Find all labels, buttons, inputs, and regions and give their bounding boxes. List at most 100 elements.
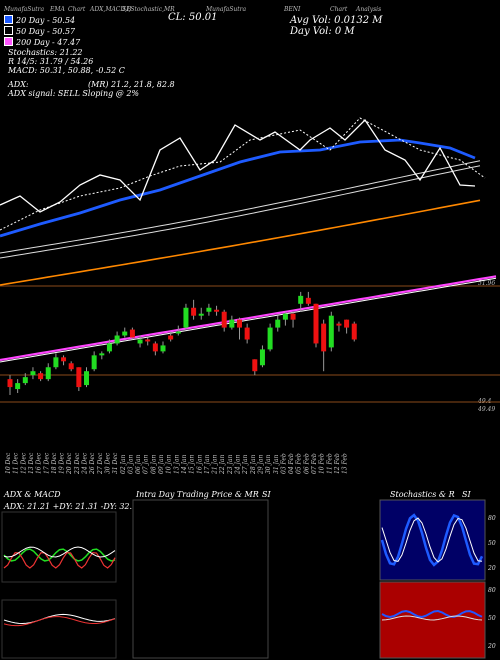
panel-scale-label: 80 <box>488 587 496 594</box>
candle <box>30 367 36 380</box>
candle <box>175 325 181 336</box>
candle <box>168 331 174 342</box>
x-tick-label: 08 Jan <box>150 454 157 474</box>
x-tick-label: 13 Jan <box>173 454 180 474</box>
candle <box>76 367 82 392</box>
candle <box>191 299 197 320</box>
candle <box>321 319 327 372</box>
macd-panel <box>1 599 117 659</box>
candle <box>15 379 21 394</box>
x-tick-label: 14 Jan <box>181 454 188 474</box>
panel-adx-title: ADX & MACD <box>4 490 61 499</box>
candle <box>152 341 158 356</box>
adx-line <box>3 546 116 558</box>
x-tick-label: 09 Jan <box>158 454 165 474</box>
x-tick-label: 03 Feb <box>280 453 287 474</box>
si-reference-line <box>381 615 483 621</box>
legend-20day: 20 Day - 50.54 <box>4 15 75 25</box>
ema-orange-line <box>0 199 481 286</box>
intraday-panel <box>132 499 269 659</box>
candle <box>206 303 212 316</box>
candle <box>221 309 227 332</box>
price-axis-top: 51.96 <box>478 280 496 287</box>
x-tick-label: 19 Dec <box>59 452 66 474</box>
plus-di-line <box>3 548 116 562</box>
x-tick-label: 13 Dec <box>28 452 35 474</box>
macd-readout: MACD: 50.31, 50.88, -0.52 C <box>8 66 125 75</box>
legend-200day: 200 Day - 47.47 <box>4 37 80 47</box>
stoch-d-line <box>381 517 483 563</box>
panel-si2-title: SI <box>462 490 471 499</box>
x-tick-label: 07 Jan <box>143 454 150 474</box>
adx-panel <box>1 511 117 583</box>
signal-line <box>3 616 116 627</box>
candle <box>298 291 304 312</box>
candle <box>275 315 281 332</box>
x-tick-label: 02 Jan <box>120 454 127 474</box>
x-tick-label: 05 Feb <box>296 453 303 474</box>
candle <box>229 315 235 330</box>
panel-si-title: SI <box>262 490 271 499</box>
header-chart2: Chart <box>330 6 348 13</box>
x-tick-label: 29 Jan <box>257 454 264 475</box>
x-tick-label: 30 Jan <box>265 454 272 474</box>
candle <box>145 337 151 346</box>
legend-20day-label: 20 Day - 50.54 <box>16 16 76 25</box>
x-tick-label: 23 Dec <box>74 452 81 475</box>
sma20-line <box>0 138 476 238</box>
panel-intraday-title: Intra Day Trading Price & MR <box>136 490 259 499</box>
panel-scale-label: 50 <box>488 540 496 547</box>
adx-readout: ADX: <box>8 80 29 89</box>
adx-lines <box>3 546 116 569</box>
header-symbol: BENI <box>284 6 301 13</box>
candle <box>237 317 242 340</box>
stoch-k-line <box>380 513 484 567</box>
day-volume: Day Vol: 0 M <box>290 26 355 37</box>
close-price: CL: 50.01 <box>168 12 218 23</box>
stochastics-panel <box>379 499 486 581</box>
candle <box>313 303 319 348</box>
sma50-dotted-line <box>0 117 486 231</box>
x-tick-label: 23 Jan <box>227 454 234 475</box>
x-tick-label: 17 Dec <box>43 452 50 474</box>
candle <box>305 291 311 306</box>
candle <box>160 341 166 354</box>
header-si: SI,Stochastic,MR <box>122 6 175 13</box>
ema-white-line-a <box>0 165 481 259</box>
header-analysis: Analysis <box>356 6 382 13</box>
r-readout: R 14/5: 31.79 / 54.26 <box>8 57 94 66</box>
x-axis-labels: 10 Dec 11 Dec 12 Dec 13 Dec 16 Dec 17 Dec 18 D… <box>5 452 349 475</box>
avg-volume: Avg Vol: 0.0132 M <box>290 15 383 26</box>
candle <box>282 311 288 326</box>
candle <box>290 311 296 328</box>
macd-line <box>3 613 116 624</box>
panel-scale-labels: 80 50 20 80 50 20 <box>487 515 496 650</box>
trend-lines-lower <box>0 275 497 363</box>
candle <box>344 319 350 334</box>
stochastics-lines <box>380 513 484 567</box>
x-tick-label: 17 Jan <box>204 454 211 474</box>
panel-scale-label: 50 <box>488 615 496 622</box>
legend-50day-label: 50 Day - 50.57 <box>16 27 76 36</box>
x-tick-label: 06 Feb <box>303 453 310 474</box>
price-axis-low: 49.49 <box>478 406 496 413</box>
x-tick-label: 16 Jan <box>196 454 203 474</box>
candle <box>183 303 189 330</box>
candle <box>7 375 13 395</box>
minus-di-line <box>3 551 116 569</box>
candle <box>137 335 143 348</box>
x-tick-label: 26 Dec <box>89 452 96 475</box>
legend-20day-swatch <box>4 15 13 24</box>
candle <box>114 331 120 346</box>
x-tick-label: 10 Jan <box>166 454 173 474</box>
x-tick-label: 27 Jan <box>242 454 249 475</box>
candle <box>214 305 220 316</box>
candle <box>244 323 250 344</box>
x-tick-label: 11 Dec <box>13 452 20 474</box>
panel-stoch-title: Stochastics & R <box>390 490 455 499</box>
candle <box>351 321 357 342</box>
x-tick-label: 28 Jan <box>250 454 257 475</box>
x-tick-label: 10 Dec <box>5 452 12 474</box>
price-line <box>0 118 476 213</box>
x-tick-label: 30 Dec <box>104 452 111 474</box>
